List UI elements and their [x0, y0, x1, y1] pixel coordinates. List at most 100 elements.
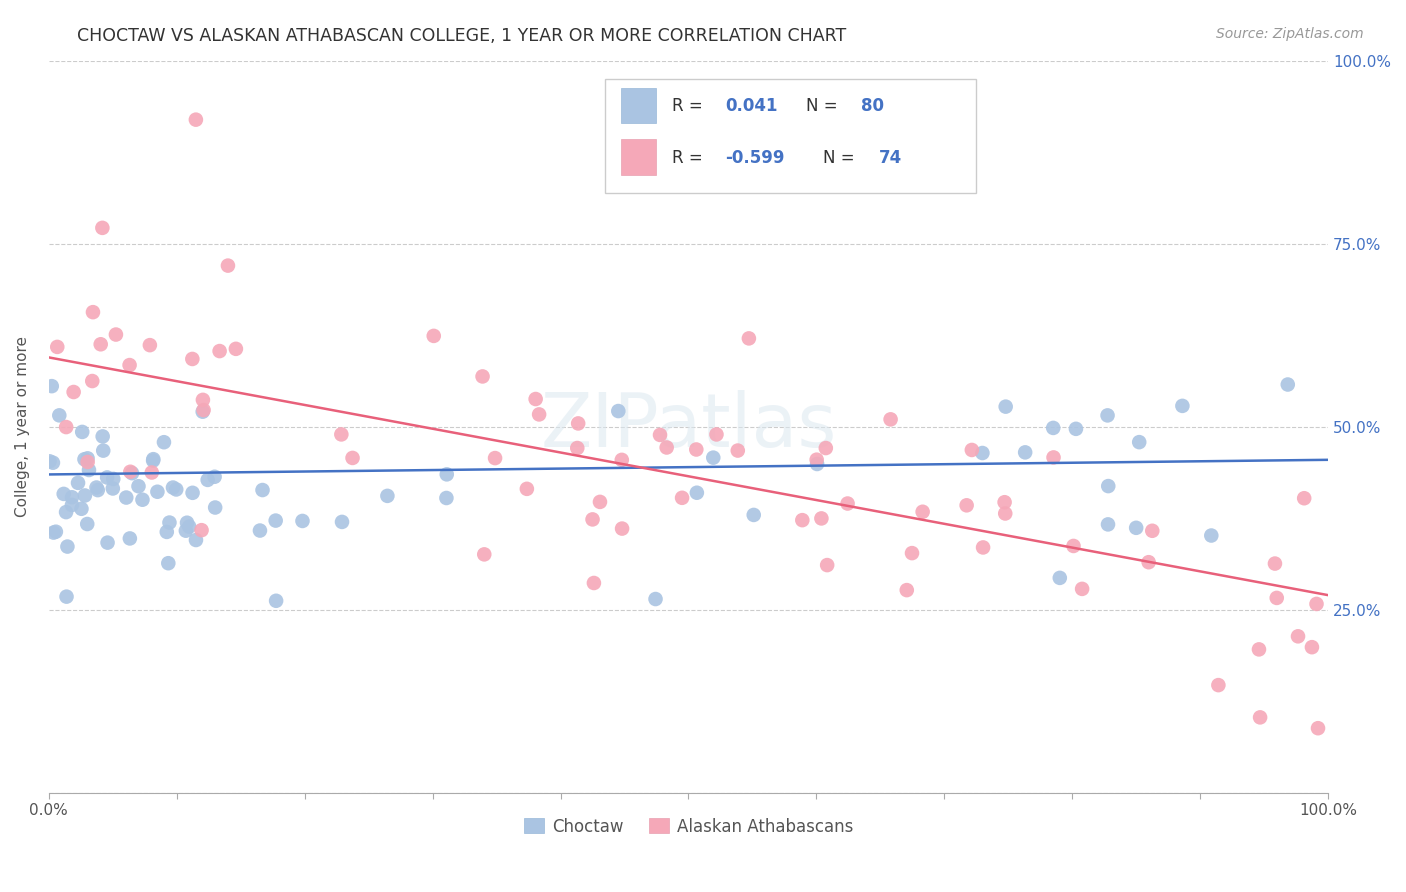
Point [141, 466, 163, 480]
Text: Source: ZipAtlas.com: Source: ZipAtlas.com [1216, 27, 1364, 41]
FancyBboxPatch shape [606, 79, 976, 193]
Point [176, 516, 198, 530]
Point [252, 483, 274, 497]
Point [330, 427, 353, 442]
Text: 74: 74 [879, 149, 903, 167]
Point [972, 541, 994, 555]
Text: ZIPatlas: ZIPatlas [540, 391, 837, 464]
Point [118, 532, 141, 546]
Point [377, 489, 399, 503]
Point [589, 495, 612, 509]
Point [1128, 435, 1150, 450]
Point [1305, 597, 1327, 611]
Point [104, 327, 127, 342]
Point [1125, 521, 1147, 535]
Point [738, 331, 761, 345]
Point [472, 547, 495, 561]
Point [217, 259, 239, 273]
Point [179, 519, 201, 533]
Point [56, 540, 79, 554]
Point [153, 435, 176, 450]
Point [1208, 678, 1230, 692]
Point [1071, 582, 1094, 596]
Point [1097, 479, 1119, 493]
Point [197, 473, 219, 487]
Point [264, 594, 287, 608]
Point [815, 558, 838, 573]
Point [291, 514, 314, 528]
Point [60, 498, 83, 512]
Bar [620, 139, 657, 175]
Text: R =: R = [672, 149, 707, 167]
Text: 0.041: 0.041 [725, 97, 778, 115]
Point [190, 523, 212, 537]
Point [581, 512, 603, 526]
Point [1306, 721, 1329, 735]
Point [91, 220, 114, 235]
Point [193, 403, 215, 417]
Point [55, 420, 77, 434]
Point [120, 465, 142, 479]
Point [249, 524, 271, 538]
Point [1249, 710, 1271, 724]
Point [994, 400, 1017, 414]
Point [727, 443, 749, 458]
Point [1294, 491, 1316, 506]
Point [422, 329, 444, 343]
Text: N =: N = [806, 97, 844, 115]
Point [62, 384, 84, 399]
Point [127, 479, 149, 493]
Point [1277, 377, 1299, 392]
Point [91, 429, 114, 443]
Point [55, 505, 77, 519]
Point [103, 472, 125, 486]
Point [1097, 517, 1119, 532]
Point [67, 475, 90, 490]
Point [204, 500, 226, 515]
Point [52, 487, 75, 501]
Point [879, 412, 901, 426]
Point [184, 533, 207, 547]
Point [45, 524, 67, 539]
Point [77, 463, 100, 477]
Point [91, 443, 114, 458]
Point [97, 535, 120, 549]
Point [139, 338, 162, 352]
Point [1264, 557, 1286, 571]
Point [994, 495, 1017, 509]
Point [484, 451, 506, 466]
Point [42, 525, 65, 540]
Point [208, 344, 231, 359]
Point [1097, 409, 1119, 423]
Point [82, 374, 104, 388]
Point [73, 488, 96, 502]
Point [1137, 555, 1160, 569]
Point [610, 453, 633, 467]
Point [901, 546, 924, 560]
Text: 80: 80 [860, 97, 884, 115]
Point [436, 467, 458, 482]
Point [41, 379, 63, 393]
Point [204, 469, 226, 483]
Point [70, 501, 93, 516]
Point [837, 496, 859, 510]
Point [896, 583, 918, 598]
Point [972, 446, 994, 460]
Point [567, 417, 589, 431]
Point [1063, 539, 1085, 553]
Point [118, 358, 141, 372]
Point [792, 513, 814, 527]
Point [70, 425, 93, 439]
Point [810, 511, 832, 525]
Point [1247, 642, 1270, 657]
Point [157, 556, 180, 570]
Point [1042, 421, 1064, 435]
Point [702, 450, 724, 465]
Point [1301, 640, 1323, 655]
Point [87, 483, 110, 497]
Point [567, 441, 589, 455]
Point [686, 485, 709, 500]
Point [607, 404, 630, 418]
Point [82, 305, 104, 319]
Point [146, 484, 169, 499]
